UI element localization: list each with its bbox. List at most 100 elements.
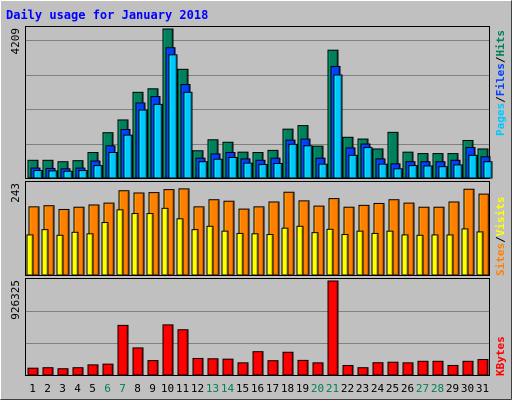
day-label: 15 xyxy=(236,382,249,395)
visits-bar xyxy=(401,234,409,276)
visits-bar-body xyxy=(161,207,169,276)
kbytes-bar xyxy=(417,360,429,376)
kbytes-bar-body xyxy=(477,359,489,376)
visits-bar xyxy=(341,234,349,276)
kbytes-bar-body xyxy=(297,359,309,376)
legend-sites: Sites xyxy=(494,243,507,276)
visits-bar xyxy=(161,207,169,276)
visits-bar xyxy=(371,232,379,276)
legend-separator: / xyxy=(494,56,507,63)
pages-bar-body xyxy=(468,154,478,179)
day-label: 5 xyxy=(89,382,96,395)
kbytes-bar xyxy=(267,360,279,376)
visits-bar xyxy=(206,225,214,276)
visits-bar xyxy=(251,233,259,276)
sites-visits-bars xyxy=(26,188,490,276)
day-label: 21 xyxy=(326,382,339,395)
visits-bar xyxy=(461,228,469,276)
visits-bar-body xyxy=(221,230,229,276)
visits-bar-body xyxy=(206,225,214,276)
day-label: 11 xyxy=(176,382,189,395)
visits-bar xyxy=(386,230,394,276)
kbytes-bar-body xyxy=(192,357,204,376)
kbytes-bar-body xyxy=(102,363,114,376)
pages-bar-body xyxy=(228,156,238,179)
visits-bar-body xyxy=(416,234,424,276)
pages-bar-body xyxy=(138,109,148,179)
visits-bar xyxy=(311,232,319,276)
kbytes-bar-body xyxy=(372,362,384,376)
pages-bar xyxy=(123,134,133,179)
visits-bar-body xyxy=(41,229,49,276)
visits-bar-body xyxy=(281,227,289,276)
visits-bar-body xyxy=(131,213,139,276)
kbytes-bar-body xyxy=(87,364,99,376)
kbytes-bar-body xyxy=(432,360,444,376)
pages-bar-body xyxy=(348,154,358,179)
kbytes-bar-body xyxy=(342,365,354,376)
pages-bar xyxy=(138,109,148,179)
kbytes-bar-body xyxy=(387,361,399,376)
kbytes-bar xyxy=(87,364,99,376)
pages-bar-body xyxy=(438,166,448,179)
pages-bar-body xyxy=(318,163,328,179)
pages-bar xyxy=(153,103,163,179)
visits-bar-body xyxy=(371,232,379,276)
pages-bar-body xyxy=(213,158,223,179)
pages-bar xyxy=(273,162,283,179)
kbytes-bar xyxy=(432,360,444,376)
visits-bar xyxy=(41,229,49,276)
pages-bar-body xyxy=(288,143,298,179)
kbytes-bar xyxy=(252,351,264,376)
visits-bar xyxy=(146,213,154,276)
visits-bar xyxy=(56,234,64,276)
day-label: 12 xyxy=(191,382,204,395)
day-label: 27 xyxy=(416,382,429,395)
visits-bar xyxy=(416,234,424,276)
kbytes-bar-body xyxy=(237,362,249,376)
pages-bar xyxy=(483,161,493,179)
panel1-max-label: 4209 xyxy=(9,28,22,55)
pages-bar-body xyxy=(123,134,133,179)
kbytes-bar xyxy=(162,324,174,376)
visits-bar xyxy=(236,232,244,276)
visits-bar-body xyxy=(476,231,484,276)
visits-bar-body xyxy=(341,234,349,276)
visits-bar-body xyxy=(356,230,364,276)
pages-bar-body xyxy=(63,170,73,179)
visits-bar-body xyxy=(461,228,469,276)
kbytes-bar xyxy=(297,359,309,376)
pages-bar xyxy=(438,166,448,179)
pages-bar-body xyxy=(78,170,88,179)
visits-bar xyxy=(26,234,34,276)
visits-bar-body xyxy=(311,232,319,276)
kbytes-bar-body xyxy=(267,360,279,376)
kbytes-bar xyxy=(117,324,129,376)
day-label: 20 xyxy=(311,382,324,395)
day-label: 30 xyxy=(461,382,474,395)
kbytes-bar xyxy=(342,365,354,376)
kbytes-bar-body xyxy=(357,367,369,376)
legend-files: Files xyxy=(494,63,507,96)
visits-bar-body xyxy=(266,234,274,276)
kbytes-bar xyxy=(27,367,39,376)
kbytes-bar xyxy=(177,329,189,376)
visits-bar xyxy=(266,234,274,276)
pages-bar xyxy=(408,165,418,179)
visits-bar xyxy=(356,230,364,276)
kbytes-bar xyxy=(312,362,324,376)
visits-bar xyxy=(131,213,139,276)
pages-bar-body xyxy=(303,145,313,179)
visits-bar-body xyxy=(176,218,184,276)
visits-bar-body xyxy=(71,231,79,276)
kbytes-bar xyxy=(192,357,204,376)
day-label: 18 xyxy=(281,382,294,395)
legend-panel2: Sites/Visits xyxy=(494,197,507,277)
visits-bar xyxy=(86,233,94,276)
kbytes-bar xyxy=(42,367,54,376)
day-label: 17 xyxy=(266,382,279,395)
legend-separator: / xyxy=(494,236,507,243)
visits-bar-body xyxy=(56,234,64,276)
visits-bar-body xyxy=(101,222,109,276)
kbytes-bar-body xyxy=(42,367,54,376)
